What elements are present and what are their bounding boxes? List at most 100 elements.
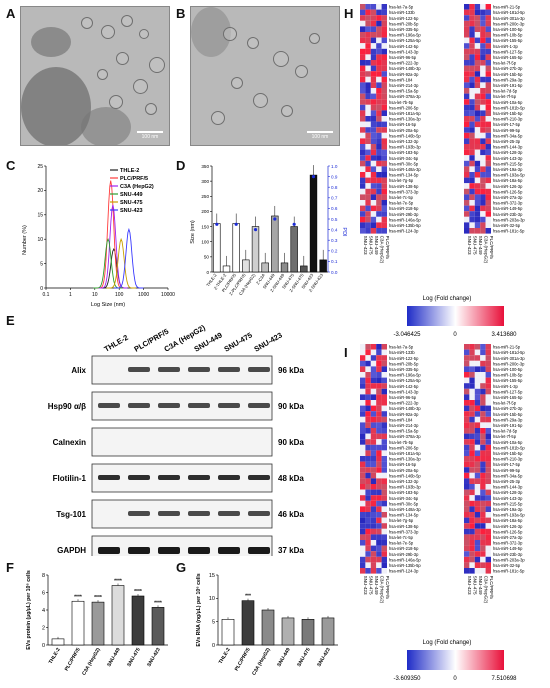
- c-legend-label: THLE-2: [120, 168, 139, 174]
- heatmap-cell: [474, 200, 481, 206]
- heatmap-row-label: hsa-miR-222-3p: [389, 61, 419, 66]
- heatmap-cell: [376, 65, 382, 72]
- wb-band: [218, 403, 240, 408]
- heatmap-cell: [485, 205, 491, 212]
- h-legend-title: Log (Fold change): [423, 296, 472, 302]
- heatmap-cell: [370, 416, 377, 423]
- heatmap-cell: [381, 478, 387, 484]
- heatmap-cell: [485, 523, 491, 529]
- heatmap-cell: [370, 556, 377, 563]
- heatmap-row-label: hsa-let-7a-5p: [389, 345, 414, 350]
- d-bar: [319, 259, 327, 273]
- heatmap-row-label: hsa-miR-29a-3p: [493, 77, 523, 82]
- heatmap-cell: [464, 177, 470, 184]
- heatmap-cell: [474, 556, 481, 563]
- heatmap-cell: [485, 172, 491, 178]
- heatmap-row-label: hsa-miR-10a-5p: [493, 440, 523, 445]
- heatmap-cell: [381, 88, 387, 94]
- heatmap-cell: [376, 534, 382, 540]
- heatmap-cell: [370, 428, 377, 434]
- heatmap-cell: [360, 534, 366, 540]
- heatmap-row-label: hsa-miR-135b-5p: [389, 563, 421, 568]
- heatmap-cell: [485, 200, 491, 206]
- heatmap-cell: [480, 99, 486, 105]
- heatmap-cell: [464, 400, 470, 406]
- d-bar: [222, 265, 231, 273]
- heatmap-cell: [480, 155, 486, 161]
- heatmap-row-label: hsa-miR-32-5p: [493, 223, 521, 228]
- c-ytick-label: 15: [37, 213, 43, 219]
- i-legend-mid: 0: [453, 676, 457, 682]
- heatmap-row-label: hsa-miR-1-3p: [493, 44, 519, 49]
- heatmap-row-label: hsa-miR-301a-3p: [493, 356, 525, 361]
- heatmap-cell: [464, 228, 470, 234]
- heatmap-cell: [464, 528, 470, 535]
- heatmap-cell: [464, 37, 470, 44]
- heatmap-row-label: hsa-let-7f-5p: [493, 61, 517, 66]
- heatmap-cell: [474, 355, 481, 361]
- heatmap-cell: [464, 512, 470, 518]
- heatmap-row-label: hsa-miR-301a-3p: [493, 16, 525, 21]
- heatmap-cell: [376, 405, 382, 412]
- heatmap-row-label: hsa-miR-125a-5p: [389, 38, 421, 43]
- heatmap-cell: [365, 48, 371, 55]
- heatmap-cell: [381, 71, 387, 77]
- heatmap-row-label: hsa-let-7b-5p: [389, 100, 414, 105]
- heatmap-cell: [381, 160, 387, 167]
- heatmap-cell: [485, 472, 491, 479]
- heatmap-row-label: hsa-miR-148b-3p: [389, 66, 421, 71]
- heatmap-cell: [365, 472, 371, 479]
- heatmap-cell: [360, 495, 366, 501]
- heatmap-col-label: C3A (HepG2): [379, 576, 384, 604]
- heatmap-row-label: hsa-miR-15a-5p: [389, 89, 419, 94]
- wb-lane-header: SNU-475: [223, 331, 254, 354]
- h-legend-max: 3.413680: [491, 332, 517, 338]
- heatmap-cell: [474, 228, 481, 234]
- heatmap-cell: [480, 144, 486, 150]
- heatmap-cell: [480, 349, 486, 356]
- heatmap-cell: [365, 188, 371, 195]
- d-bar: [232, 223, 240, 273]
- heatmap-cell: [485, 556, 491, 563]
- heatmap-cell: [474, 528, 481, 535]
- heatmap-cell: [469, 160, 475, 167]
- panel-letter-g: G: [176, 560, 187, 575]
- heatmap-cell: [376, 467, 382, 473]
- panel-letter-b: B: [176, 6, 186, 21]
- heatmap-cell: [360, 43, 366, 49]
- heatmap-cell: [469, 439, 475, 445]
- heatmap-row-label: hsa-miR-200c-3p: [493, 361, 525, 366]
- heatmap-cell: [469, 71, 475, 77]
- heatmap-cell: [360, 205, 366, 212]
- heatmap-cell: [360, 26, 366, 32]
- g-bar: [261, 609, 275, 646]
- heatmap-cell: [469, 127, 475, 133]
- heatmap-cell: [381, 155, 387, 161]
- heatmap-cell: [370, 528, 377, 535]
- d-bar: [271, 215, 279, 273]
- heatmap-row-label: hsa-miR-20b-5p: [389, 361, 419, 366]
- heatmap-cell: [360, 489, 366, 496]
- heatmap-col-label: SNU-475: [369, 576, 374, 595]
- heatmap-row-label: hsa-miR-146b-5p: [389, 133, 421, 138]
- heatmap-cell: [485, 177, 491, 184]
- f-xtick-label: THLE-2: [48, 647, 62, 665]
- heatmap-cell: [360, 512, 366, 518]
- heatmap-row-label: hsa-miR-27a-3p: [493, 195, 523, 200]
- heatmap-cell: [381, 456, 387, 462]
- heatmap-cell: [376, 60, 382, 66]
- heatmap-cell: [370, 149, 377, 156]
- heatmap-cell: [370, 116, 377, 122]
- heatmap-cell: [474, 562, 481, 568]
- heatmap-cell: [381, 355, 387, 361]
- heatmap-cell: [480, 54, 486, 60]
- heatmap-cell: [376, 88, 382, 94]
- heatmap-cell: [360, 422, 366, 428]
- wb-protein-label: Alix: [71, 366, 86, 375]
- heatmap-cell: [464, 416, 470, 423]
- heatmap-cell: [376, 188, 382, 195]
- heatmap-cell: [370, 472, 377, 479]
- heatmap-cell: [480, 183, 486, 189]
- heatmap-cell: [381, 211, 387, 217]
- heatmap-cell: [485, 43, 491, 49]
